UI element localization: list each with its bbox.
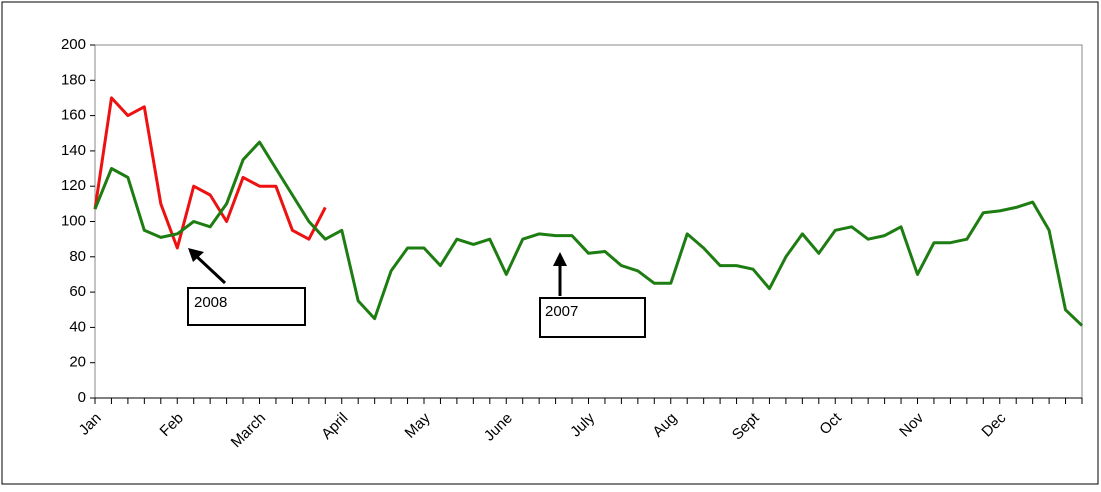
series-line (93, 140, 1084, 327)
annotation-text: 2008 (194, 294, 227, 311)
y-tick-label: 120 (61, 177, 86, 194)
y-tick-label: 100 (61, 212, 86, 229)
annotation-arrow (192, 252, 227, 285)
y-tick-label: 20 (69, 354, 86, 371)
y-tick-label: 40 (69, 318, 86, 335)
annotation-2007: 2007 (539, 252, 646, 338)
y-tick-label: 0 (78, 389, 86, 406)
y-tick-label: 200 (61, 36, 86, 53)
y-tick-label: 140 (61, 142, 86, 159)
annotation-text: 2007 (545, 303, 578, 320)
y-tick-label: 60 (69, 283, 86, 300)
y-tick-label: 160 (61, 107, 86, 124)
series-line (93, 96, 327, 250)
annotation-box (187, 287, 306, 326)
annotation-box (539, 297, 646, 338)
arrow-head (188, 248, 204, 262)
annotation-2008: 2008 (187, 248, 306, 326)
y-tick-label: 80 (69, 248, 86, 265)
y-tick-label: 180 (61, 71, 86, 88)
arrow-head (553, 252, 567, 266)
